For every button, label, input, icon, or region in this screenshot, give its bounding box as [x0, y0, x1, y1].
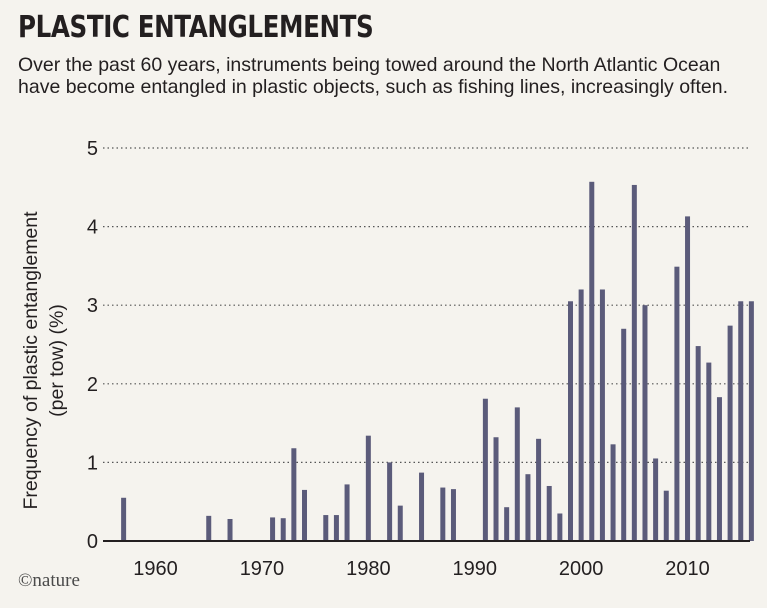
bar-1985 [419, 472, 425, 541]
x-tick-label: 1960 [133, 558, 178, 580]
bar-2015 [738, 301, 744, 541]
bar-1980 [365, 435, 371, 541]
bar-1991 [482, 398, 488, 541]
bar-1978 [344, 484, 350, 541]
bar-1977 [333, 515, 339, 541]
y-tick-labels: 0 1 2 3 4 5 [87, 138, 98, 553]
chart-title: PLASTIC ENTANGLEMENTS [18, 10, 374, 45]
bar-1994 [514, 407, 520, 541]
x-tick-labels: 1960 1970 1980 1990 2000 2010 [133, 558, 710, 580]
bar-1974 [302, 489, 307, 541]
x-tick-label: 1970 [240, 558, 285, 580]
y-axis-label-line-1: Frequency of plastic entanglement [20, 211, 42, 510]
bar-2010 [685, 216, 691, 541]
bar-2004 [621, 328, 627, 541]
bar-1971 [270, 517, 276, 541]
bar-1996 [536, 438, 542, 541]
bar-1997 [546, 485, 552, 541]
bar-1967 [227, 518, 233, 541]
bar-2007 [653, 458, 659, 541]
bar-1993 [504, 507, 510, 541]
bar-2000 [578, 289, 584, 541]
bar-2011 [695, 346, 701, 541]
bar-2008 [663, 490, 669, 541]
bar-1998 [557, 513, 563, 541]
x-tick-label: 2010 [665, 558, 710, 580]
bar-2016 [748, 301, 754, 541]
bar-1976 [323, 515, 329, 541]
y-tick-label: 0 [87, 531, 98, 553]
x-tick-label: 1990 [452, 558, 497, 580]
bar-2002 [599, 289, 605, 541]
bar-2013 [716, 397, 722, 541]
bar-2005 [631, 184, 637, 541]
chart-subtitle: Over the past 60 years, instruments bein… [18, 54, 728, 98]
bar-1965 [206, 515, 212, 541]
bar-1983 [397, 505, 403, 541]
bar-2012 [706, 362, 712, 541]
bar-2003 [610, 444, 616, 541]
bar-1987 [440, 487, 446, 541]
bar-2001 [589, 181, 595, 541]
bar-2006 [642, 305, 648, 541]
bars [121, 181, 754, 541]
nature-logo: ©nature [18, 570, 80, 591]
y-axis-label-line-2: (per tow) (%) [46, 304, 68, 417]
gridlines [103, 147, 750, 463]
bar-1988 [450, 489, 456, 541]
bar-1972 [280, 518, 286, 541]
x-tick-label: 1980 [346, 558, 391, 580]
bar-1957 [121, 497, 127, 541]
y-tick-label: 3 [87, 295, 98, 317]
y-tick-label: 1 [87, 452, 98, 474]
bar-1999 [568, 301, 573, 541]
y-tick-label: 4 [87, 217, 98, 239]
bar-1982 [387, 462, 393, 541]
x-tick-label: 2000 [559, 558, 604, 580]
y-tick-label: 5 [87, 138, 98, 160]
bar-1992 [493, 437, 499, 541]
y-tick-label: 2 [87, 374, 98, 396]
bar-2009 [674, 266, 680, 541]
bar-1973 [291, 448, 297, 541]
bar-2014 [727, 325, 733, 541]
bar-1995 [525, 474, 531, 541]
